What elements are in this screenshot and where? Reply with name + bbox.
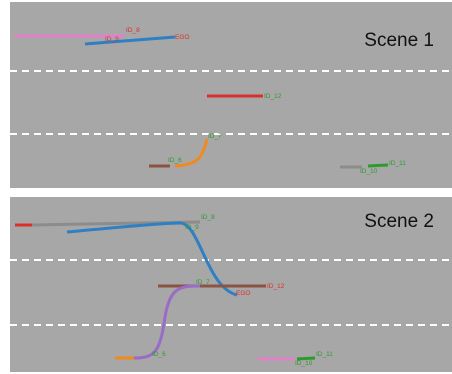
label-ego: EGO — [236, 290, 250, 297]
label-id6: ID_6 — [152, 351, 166, 358]
trajectory-ego — [84, 35, 176, 46]
scene-2-title: Scene 2 — [364, 211, 434, 232]
label-id10: ID_10 — [360, 168, 378, 175]
trajectory-id11 — [296, 356, 316, 361]
label-id8: ID_8 — [126, 27, 140, 34]
label-id11: ID_11 — [389, 160, 406, 167]
label-id12: ID_12 — [267, 283, 285, 290]
trajectory-id6 — [133, 284, 201, 360]
trajectory-id7 — [174, 138, 209, 168]
scene-1-title: Scene 1 — [364, 30, 434, 51]
label-id9: ID_9 — [105, 36, 119, 43]
label-id9: ID_9 — [185, 224, 199, 231]
scene-2-panel: ID_8 ID_9 ID_7 ID_12 EGO ID_6 ID_11 ID_1… — [10, 197, 452, 372]
label-id10: ID_10 — [295, 360, 313, 367]
trajectory-ego — [66, 221, 238, 297]
scene-1-panel: ID_8 ID_9 EGO ID_12 ID_7 ID_6 ID_10 ID_1… — [10, 2, 452, 188]
scene-1-canvas: ID_8 ID_9 EGO ID_12 ID_7 ID_6 ID_10 ID_1… — [10, 27, 452, 175]
label-id12: ID_12 — [264, 93, 282, 100]
label-id11: ID_11 — [316, 351, 333, 358]
label-ego: EGO — [175, 34, 189, 41]
label-id7: ID_7 — [196, 279, 210, 286]
label-id7: ID_7 — [208, 133, 222, 140]
label-id6: ID_6 — [168, 157, 182, 164]
label-id8: ID_8 — [201, 214, 215, 221]
scene-2-canvas: ID_8 ID_9 ID_7 ID_12 EGO ID_6 ID_11 ID_1… — [10, 214, 452, 367]
trajectory-id11 — [367, 163, 389, 168]
